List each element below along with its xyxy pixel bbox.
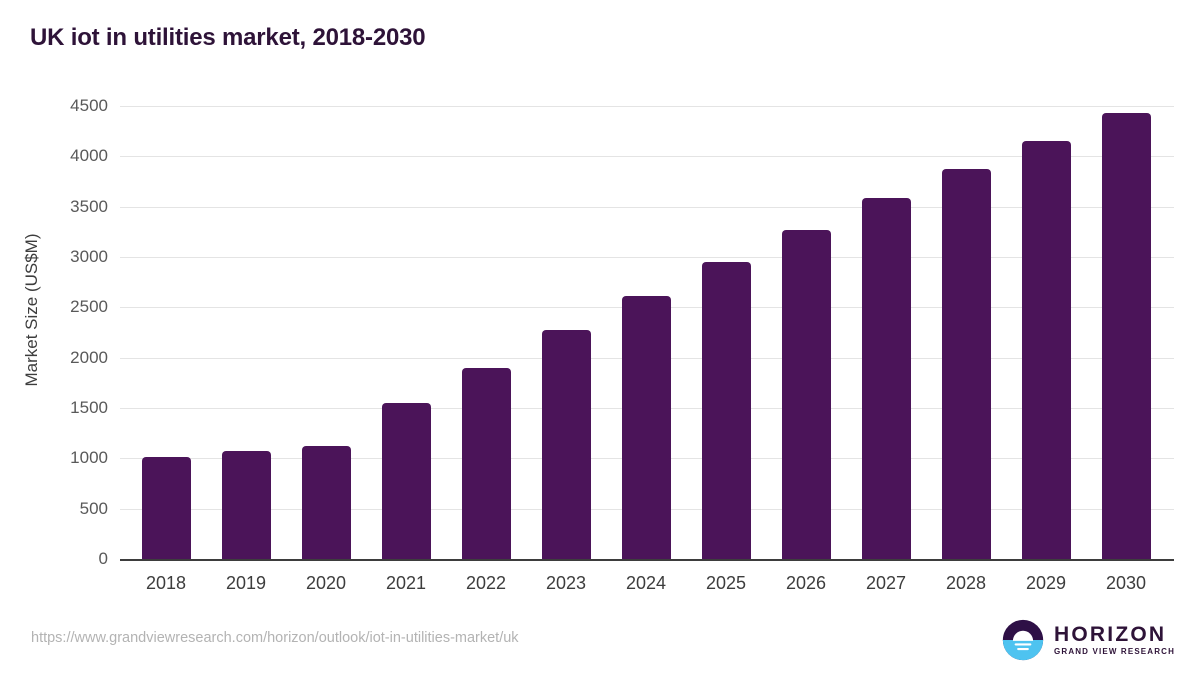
bar-slot <box>861 106 911 559</box>
x-tick-label: 2025 <box>705 573 747 593</box>
y-tick-label: 4000 <box>70 146 108 166</box>
bar-slot <box>701 106 751 559</box>
y-tick-label: 1000 <box>70 448 108 468</box>
x-tick-label: 2018 <box>145 573 187 593</box>
gridline <box>120 106 1174 107</box>
horizon-logo: HORIZON GRAND VIEW RESEARCH <box>1002 618 1175 662</box>
y-tick-label: 1500 <box>70 398 108 417</box>
logo-tagline: GRAND VIEW RESEARCH <box>1054 647 1175 656</box>
bar[interactable] <box>461 367 511 559</box>
x-axis-line <box>120 559 1174 561</box>
bar[interactable] <box>1101 113 1151 559</box>
bar[interactable] <box>861 198 911 559</box>
y-tick-label: 0 <box>98 549 108 568</box>
y-tick-label: 3500 <box>70 196 108 216</box>
y-axis-title: Market Size (US$M) <box>22 233 41 387</box>
x-tick-label: 2020 <box>305 573 347 593</box>
horizon-logo-text: HORIZON GRAND VIEW RESEARCH <box>1054 624 1175 656</box>
bar-slot <box>1021 106 1071 559</box>
x-tick-label: 2019 <box>225 573 267 593</box>
bar[interactable] <box>141 456 191 559</box>
bar-slot <box>381 106 431 559</box>
bar-slot <box>781 106 831 559</box>
x-tick-label: 2027 <box>865 573 907 593</box>
bar-slot <box>541 106 591 559</box>
bar-slot <box>301 106 351 559</box>
gridline <box>120 257 1174 258</box>
x-tick-label: 2030 <box>1105 573 1147 593</box>
y-tick-label: 3000 <box>70 247 108 266</box>
plot-area <box>120 106 1174 560</box>
x-tick-label: 2022 <box>465 573 507 593</box>
y-axis-ticks: 0 500 1000 1500 2000 2500 3000 3500 4000 4500 <box>0 96 108 568</box>
bar-slot <box>621 106 671 559</box>
source-url[interactable]: https://www.grandviewresearch.com/horizo… <box>31 630 519 646</box>
y-tick-label: 2000 <box>70 347 108 367</box>
bar[interactable] <box>541 329 591 559</box>
bar-slot <box>461 106 511 559</box>
bar-slot <box>141 106 191 559</box>
y-tick-label: 4500 <box>70 96 108 115</box>
bar[interactable] <box>221 451 271 559</box>
x-tick-label: 2023 <box>545 573 587 593</box>
gridline <box>120 156 1174 158</box>
bar[interactable] <box>701 261 751 559</box>
bar[interactable] <box>381 403 431 559</box>
y-tick-label: 2500 <box>70 297 108 317</box>
x-tick-label: 2026 <box>785 573 827 593</box>
bar-slot <box>1101 106 1151 559</box>
bar-slot <box>941 106 991 559</box>
bar[interactable] <box>1021 141 1071 559</box>
bar[interactable] <box>621 295 671 559</box>
bar-slot <box>221 106 271 559</box>
x-tick-label: 2021 <box>385 573 427 593</box>
y-tick-label: 500 <box>79 498 108 518</box>
x-tick-label: 2029 <box>1025 573 1067 593</box>
page-title: UK iot in utilities market, 2018-2030 <box>30 24 426 51</box>
gridline <box>120 206 1174 208</box>
logo-wordmark: HORIZON <box>1054 623 1167 646</box>
bar[interactable] <box>941 168 991 559</box>
x-tick-label: 2028 <box>945 573 987 593</box>
bar[interactable] <box>781 229 831 559</box>
x-tick-label: 2024 <box>625 573 667 593</box>
horizon-logo-icon <box>1002 619 1044 661</box>
bar[interactable] <box>301 446 351 559</box>
